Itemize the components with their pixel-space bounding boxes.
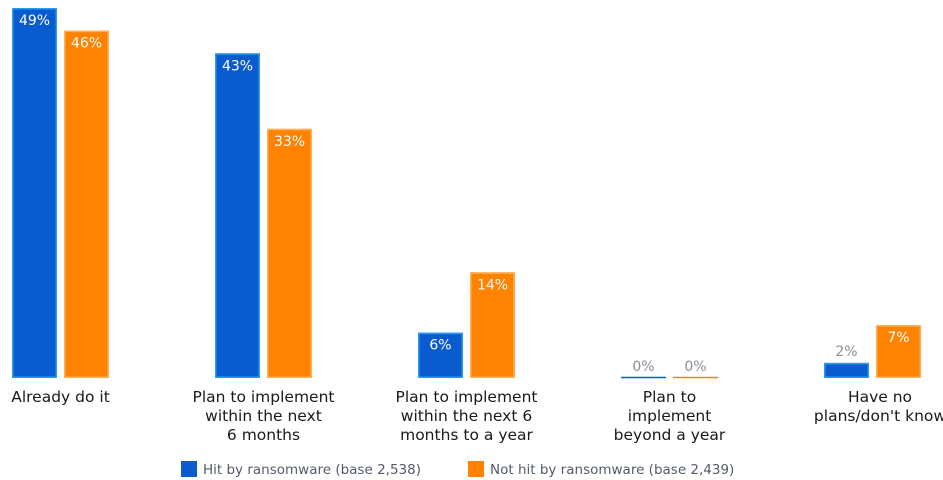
bar-hit-2 [215, 53, 260, 378]
bar-hit-5-edge [824, 362, 869, 378]
category-label-line: beyond a year [614, 426, 726, 444]
bar-hit-1-edge [12, 8, 57, 378]
bar-hit-3 [418, 332, 463, 378]
data-label-not-hit-5: 7% [887, 330, 909, 346]
bar-not-hit-3 [470, 272, 515, 378]
category-label-line: within the next [205, 407, 322, 425]
data-label-not-hit-4: 0% [684, 359, 706, 375]
category-label-line: Plan to implement [192, 388, 334, 406]
data-label-hit-5: 2% [835, 344, 857, 360]
legend-label-not-hit: Not hit by ransomware (base 2,439) [490, 462, 734, 478]
bar-hit-1 [12, 8, 57, 378]
bar-hit-2-edge [215, 53, 260, 378]
legend-label-hit: Hit by ransomware (base 2,538) [203, 462, 421, 478]
bar-not-hit-5-edge [876, 325, 921, 378]
data-label-hit-2: 43% [222, 58, 253, 74]
data-label-not-hit-1: 46% [71, 36, 102, 52]
bar-hit-3-edge [418, 332, 463, 378]
bar-not-hit-1 [64, 30, 109, 378]
bar-not-hit-3-edge [470, 272, 515, 378]
category-label-line: implement [628, 407, 712, 425]
data-label-hit-3: 6% [429, 338, 451, 354]
data-label-not-hit-2: 33% [274, 134, 305, 150]
category-label-4: Plan to implement beyond a year [614, 388, 726, 444]
bar-not-hit-2 [267, 128, 312, 378]
legend-swatch-not-hit [468, 461, 484, 477]
category-label-2: Plan to implement within the next 6 months [192, 388, 334, 444]
category-label-3: Plan to implement within the next 6 months… [395, 388, 537, 444]
bar-not-hit-2-edge [267, 128, 312, 378]
bar-not-hit-1-edge [64, 30, 109, 378]
bar-not-hit-5 [876, 325, 921, 378]
bar-hit-5 [824, 362, 869, 378]
category-label-line: Plan to implement [395, 388, 537, 406]
data-label-hit-1: 49% [19, 13, 50, 29]
category-label-line: Already do it [11, 388, 110, 406]
category-label-line: months to a year [400, 426, 533, 444]
category-label-1: Already do it [11, 388, 110, 406]
category-label-line: plans/don't know [814, 407, 943, 425]
category-label-line: 6 months [227, 426, 300, 444]
legend-swatch-hit [181, 461, 197, 477]
category-label-line: Plan to [643, 388, 696, 406]
category-label-line: Have no [848, 388, 912, 406]
category-label-5: Have no plans/don't know [814, 388, 943, 425]
category-label-line: within the next 6 [401, 407, 532, 425]
data-label-not-hit-3: 14% [477, 277, 508, 293]
data-label-hit-4: 0% [632, 359, 654, 375]
